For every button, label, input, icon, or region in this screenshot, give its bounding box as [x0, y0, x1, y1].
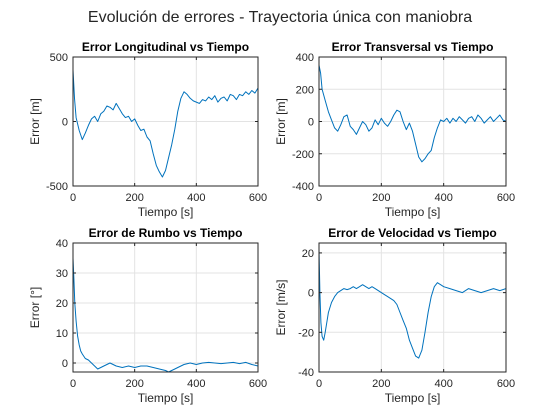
x-tick-label: 0	[316, 192, 322, 204]
y-tick-label: 30	[56, 268, 68, 280]
x-tick-label: 600	[249, 378, 267, 390]
y-axis-label: Error [m]	[28, 98, 42, 145]
y-tick-label: -400	[292, 181, 314, 193]
y-tick-label: -500	[46, 181, 68, 193]
x-tick-label: 400	[187, 192, 205, 204]
x-tick-label: 0	[316, 378, 322, 390]
y-tick-label: -20	[298, 327, 314, 339]
y-tick-label: 20	[302, 248, 314, 260]
series-line	[73, 257, 258, 372]
x-tick-label: 600	[249, 192, 267, 204]
y-tick-label: 20	[56, 298, 68, 310]
y-tick-label: -200	[292, 149, 314, 161]
y-tick-label: 500	[50, 52, 68, 64]
x-axis-label: Tiempo [s]	[138, 205, 194, 219]
x-tick-label: 200	[125, 192, 143, 204]
y-tick-label: 0	[62, 117, 68, 129]
series-line	[319, 65, 506, 163]
y-tick-label: 40	[56, 238, 68, 250]
y-tick-label: -40	[298, 367, 314, 379]
plot-area	[319, 243, 506, 372]
subplot-title: Error de Rumbo vs Tiempo	[89, 226, 243, 240]
x-axis-label: Tiempo [s]	[385, 391, 441, 405]
x-tick-label: 200	[372, 378, 390, 390]
x-tick-label: 200	[125, 378, 143, 390]
x-tick-label: 0	[70, 378, 76, 390]
x-tick-label: 600	[497, 378, 515, 390]
y-tick-label: 0	[308, 117, 314, 129]
y-axis-label: Error [m]	[274, 98, 288, 145]
subplot-2: 0 200 400 600 -400 -200 0 200 400 Error Transvers…	[274, 40, 515, 219]
subplot-3: 0 200 400 600 0 10 20 30 40 Error de Rumbo vs Tie…	[28, 226, 267, 405]
axes-box	[318, 242, 507, 373]
x-axis-label: Tiempo [s]	[138, 391, 194, 405]
y-tick-label: 200	[296, 84, 314, 96]
y-axis-label: Error [m/s]	[274, 280, 288, 336]
axes-box	[72, 242, 259, 373]
y-axis-label: Error [°]	[28, 287, 42, 328]
plot-area	[73, 243, 258, 372]
y-tick-label: 0	[308, 288, 314, 300]
figure-title: Evolución de errores - Trayectoria única…	[87, 9, 473, 26]
x-tick-label: 400	[187, 378, 205, 390]
x-axis-label: Tiempo [s]	[385, 205, 441, 219]
x-tick-label: 200	[372, 192, 390, 204]
subplot-title: Error Transversal vs Tiempo	[332, 40, 494, 54]
series-line	[319, 248, 506, 359]
y-tick-label: 10	[56, 328, 68, 340]
x-tick-label: 400	[434, 192, 452, 204]
x-tick-label: 600	[497, 192, 515, 204]
y-tick-label: 0	[62, 358, 68, 370]
subplot-4: 0 200 400 600 -40 -20 0 20 Error de Velocidad vs…	[274, 226, 515, 405]
x-tick-label: 400	[434, 378, 452, 390]
x-tick-label: 0	[70, 192, 76, 204]
series-line	[73, 69, 258, 178]
y-tick-label: 400	[296, 52, 314, 64]
subplot-title: Error Longitudinal vs Tiempo	[82, 40, 249, 54]
subplot-title: Error de Velocidad vs Tiempo	[328, 226, 497, 240]
